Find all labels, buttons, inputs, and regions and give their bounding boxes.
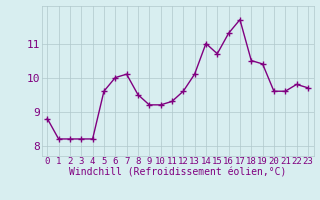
X-axis label: Windchill (Refroidissement éolien,°C): Windchill (Refroidissement éolien,°C) (69, 168, 286, 178)
